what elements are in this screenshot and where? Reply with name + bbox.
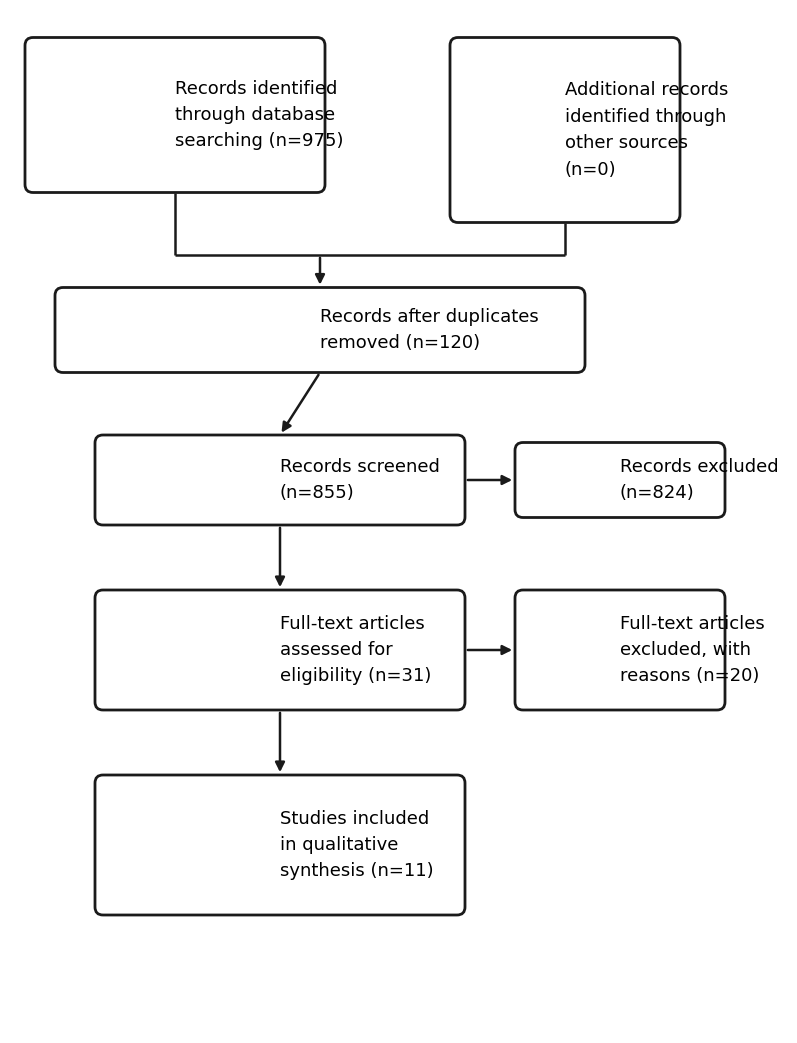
Text: Records identified
through database
searching (n=975): Records identified through database sear… [175, 79, 344, 150]
FancyBboxPatch shape [95, 435, 465, 525]
Text: Studies included
in qualitative
synthesis (n=11): Studies included in qualitative synthesi… [280, 809, 434, 880]
Text: Full-text articles
assessed for
eligibility (n=31): Full-text articles assessed for eligibil… [280, 614, 431, 685]
FancyBboxPatch shape [95, 590, 465, 710]
Text: Records after duplicates
removed (n=120): Records after duplicates removed (n=120) [320, 308, 539, 353]
Text: Full-text articles
excluded, with
reasons (n=20): Full-text articles excluded, with reason… [620, 614, 765, 685]
FancyBboxPatch shape [55, 288, 585, 372]
Text: Records excluded
(n=824): Records excluded (n=824) [620, 458, 779, 502]
FancyBboxPatch shape [95, 775, 465, 915]
FancyBboxPatch shape [515, 590, 725, 710]
Text: Records screened
(n=855): Records screened (n=855) [280, 458, 440, 502]
Text: Additional records
identified through
other sources
(n=0): Additional records identified through ot… [565, 81, 728, 178]
FancyBboxPatch shape [450, 38, 680, 222]
FancyBboxPatch shape [25, 38, 325, 193]
FancyBboxPatch shape [515, 442, 725, 517]
